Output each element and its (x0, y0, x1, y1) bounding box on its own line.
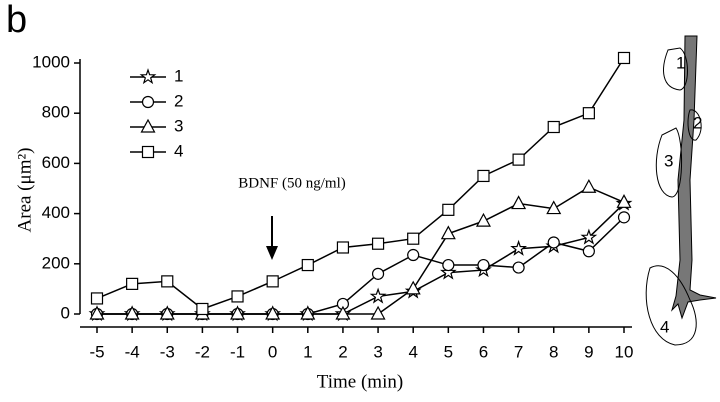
marker (581, 178, 597, 193)
marker (369, 287, 387, 304)
x-tick-label: -2 (195, 342, 210, 361)
legend-marker (139, 68, 157, 85)
series-line (97, 203, 625, 315)
marker (300, 305, 316, 320)
marker (547, 236, 560, 249)
marker (442, 258, 455, 272)
y-tick-label: 600 (42, 153, 70, 172)
marker (196, 302, 209, 316)
x-tick-label: -3 (160, 342, 175, 361)
marker (371, 267, 385, 280)
marker (512, 261, 525, 274)
marker (407, 232, 420, 245)
panel-label: b (6, 0, 27, 41)
x-tick-label: 7 (514, 342, 523, 361)
marker (230, 305, 246, 320)
series-line (97, 186, 625, 315)
x-tick-label: -5 (89, 342, 104, 361)
x-tick-label: 1 (303, 342, 312, 361)
legend-label: 1 (174, 66, 183, 85)
legend-marker (140, 118, 156, 133)
marker (336, 241, 350, 254)
marker (407, 248, 420, 262)
annotation: BDNF (50 ng/ml) (238, 175, 346, 191)
marker (582, 245, 595, 258)
marker (442, 203, 455, 216)
marker (89, 305, 105, 320)
y-tick-label: 200 (42, 253, 70, 272)
marker (266, 275, 279, 288)
arrow (266, 216, 278, 260)
marker (510, 239, 528, 256)
x-tick-label: 10 (615, 342, 634, 361)
y-axis-label: Area (μm²) (14, 148, 35, 233)
marker (546, 200, 562, 215)
legend-label: 2 (174, 91, 183, 110)
x-tick-label: 4 (408, 342, 417, 361)
marker (370, 305, 386, 320)
inset-label: 2 (693, 113, 702, 132)
y-tick-label: 1000 (32, 52, 70, 71)
inset-label: 3 (664, 151, 673, 170)
marker (440, 225, 456, 240)
x-tick-label: 0 (268, 342, 277, 361)
neuron-inset (645, 35, 717, 346)
marker (124, 305, 140, 320)
inset-label: 4 (660, 317, 669, 336)
marker (231, 290, 244, 303)
marker (161, 275, 174, 288)
x-tick-label: 6 (479, 342, 488, 361)
marker (335, 305, 351, 320)
marker (159, 305, 175, 320)
x-tick-label: 3 (373, 342, 382, 361)
marker (511, 195, 527, 210)
legend-label: 3 (174, 116, 183, 135)
marker (126, 277, 139, 290)
marker (512, 153, 525, 166)
series-line (96, 57, 625, 310)
series-line (97, 216, 625, 315)
marker (616, 194, 632, 208)
marker (475, 212, 491, 227)
legend-marker (141, 145, 155, 159)
y-tick-label: 0 (61, 303, 70, 322)
x-axis-label: Time (min) (317, 371, 403, 392)
inset-label: 1 (676, 53, 685, 72)
x-tick-label: 5 (444, 342, 453, 361)
y-tick-label: 800 (42, 103, 70, 122)
x-tick-label: 2 (338, 342, 347, 361)
marker (617, 211, 631, 224)
x-tick-label: 8 (549, 342, 558, 361)
marker (265, 305, 281, 320)
x-tick-label: 9 (584, 342, 593, 361)
marker (617, 51, 631, 65)
marker (477, 169, 490, 183)
marker (405, 280, 421, 295)
marker (371, 237, 385, 250)
y-tick-label: 400 (42, 203, 70, 222)
marker (439, 263, 457, 280)
legend-label: 4 (174, 141, 183, 160)
marker (582, 107, 595, 120)
x-tick-label: -4 (125, 342, 140, 361)
marker (477, 258, 490, 272)
marker (547, 120, 560, 134)
x-tick-label: -1 (230, 342, 245, 361)
marker (580, 228, 598, 245)
marker (301, 258, 314, 272)
marker (90, 292, 104, 305)
legend-marker (141, 95, 155, 109)
